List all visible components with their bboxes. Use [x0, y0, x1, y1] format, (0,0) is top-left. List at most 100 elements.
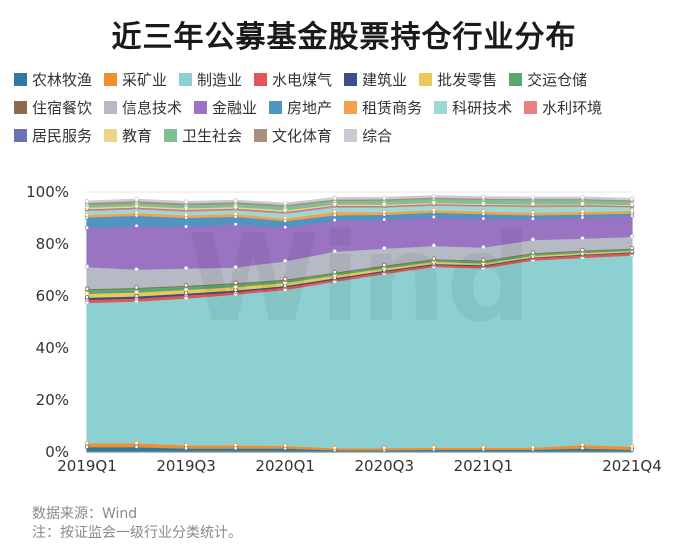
data-point: [481, 201, 486, 206]
legend-label: 科研技术: [452, 98, 513, 117]
data-point: [183, 265, 189, 271]
legend-item: 住宿餐饮: [14, 96, 92, 118]
data-point: [233, 198, 238, 203]
x-tick-label: 2019Q3: [156, 457, 216, 475]
legend-swatch: [269, 100, 283, 114]
data-point: [431, 256, 437, 261]
legend-item: 综合: [344, 124, 392, 146]
data-point: [530, 210, 536, 215]
data-point: [382, 195, 387, 200]
legend-label: 交运仓储: [527, 70, 588, 89]
data-point: [84, 264, 90, 269]
data-point: [530, 195, 536, 200]
x-tick-label: 2020Q1: [255, 457, 315, 475]
data-point: [382, 217, 387, 222]
data-point: [481, 244, 486, 250]
data-point: [530, 201, 536, 207]
data-point: [382, 202, 387, 207]
legend-label: 信息技术: [122, 98, 183, 117]
legend-item: 教育: [104, 124, 152, 146]
data-point: [134, 197, 139, 202]
legend-item: 房地产: [269, 96, 332, 118]
data-point: [84, 212, 90, 217]
legend-item: 信息技术: [104, 96, 182, 118]
data-point: [183, 224, 189, 229]
data-point: [233, 442, 238, 448]
data-point: [580, 195, 585, 200]
data-point: [431, 193, 437, 199]
data-point: [183, 199, 189, 204]
legend-item: 农林牧渔: [14, 68, 92, 90]
data-point: [84, 444, 90, 449]
data-point: [332, 445, 337, 451]
legend-swatch: [419, 72, 433, 86]
legend-swatch: [14, 100, 27, 114]
y-tick-label: 0%: [45, 443, 69, 461]
watermark-text: Wind: [187, 210, 532, 349]
data-point: [183, 212, 189, 218]
data-point: [629, 245, 635, 251]
data-point: [629, 208, 635, 213]
legend-item: 租赁商务: [344, 96, 422, 118]
data-point: [481, 216, 486, 221]
data-point: [134, 223, 139, 228]
legend-label: 居民服务: [32, 126, 93, 145]
data-point: [84, 440, 90, 446]
data-point: [134, 267, 139, 272]
legend-item: 科研技术: [434, 96, 512, 118]
x-tick-label: 2021Q1: [454, 457, 514, 475]
legend-label: 文化体育: [272, 126, 333, 145]
legend-item: 批发零售: [419, 68, 497, 90]
chart-legend: 农林牧渔 采矿业 制造业 水电煤气 建筑业 批发零售 交运仓储 住宿餐饮 信息技术 金融业 房地产 租…: [14, 68, 684, 146]
legend-swatch: [164, 128, 178, 142]
data-point: [431, 207, 437, 213]
data-point: [84, 295, 90, 300]
legend-swatch: [434, 100, 448, 114]
chart-footer: 数据来源：Wind 注：按证监会一级行业分类统计。: [32, 505, 242, 543]
data-point: [233, 264, 238, 270]
data-point: [481, 209, 486, 214]
data-point: [382, 445, 387, 451]
data-point: [233, 280, 238, 285]
legend-item: 水利环境: [524, 96, 602, 118]
data-point: [282, 276, 288, 282]
data-point: [282, 224, 288, 230]
legend-swatch: [344, 72, 358, 86]
data-point: [530, 216, 536, 221]
data-point: [282, 215, 288, 221]
data-point: [332, 217, 337, 223]
legend-label: 水电煤气: [272, 70, 333, 89]
data-point: [332, 195, 337, 200]
data-point: [183, 442, 189, 448]
data-point: [84, 286, 90, 291]
data-point: [134, 210, 139, 215]
data-point: [431, 445, 437, 450]
classification-note: 注：按证监会一级行业分类统计。: [32, 525, 242, 541]
legend-swatch: [344, 128, 358, 142]
legend-label: 住宿餐饮: [32, 98, 93, 117]
legend-label: 金融业: [212, 98, 258, 117]
x-tick-label: 2019Q1: [57, 457, 117, 475]
legend-item: 交运仓储: [509, 68, 587, 90]
x-tick-label: 2020Q3: [355, 457, 415, 475]
data-point: [282, 443, 288, 448]
data-point: [183, 283, 189, 288]
data-point: [431, 214, 437, 220]
data-point: [629, 234, 635, 239]
data-point: [332, 249, 337, 254]
data-point: [580, 247, 585, 253]
y-tick-label: 40%: [36, 339, 69, 357]
legend-swatch: [194, 100, 208, 114]
data-point: [431, 243, 437, 248]
data-point: [282, 200, 288, 206]
data-point: [282, 207, 288, 213]
data-point: [431, 200, 437, 205]
data-point: [282, 258, 288, 264]
data-point: [580, 201, 585, 206]
data-point: [233, 211, 238, 217]
data-point: [134, 293, 139, 299]
legend-label: 教育: [122, 126, 153, 145]
data-point: [84, 225, 90, 230]
legend-item: 采矿业: [104, 68, 167, 90]
data-point: [134, 444, 139, 449]
